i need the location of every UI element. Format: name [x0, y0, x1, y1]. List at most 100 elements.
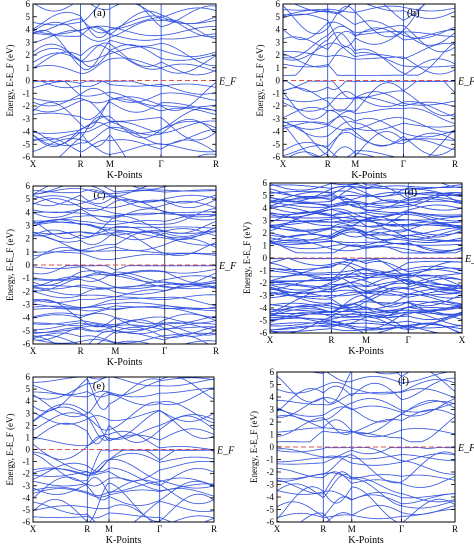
- band-line: [270, 324, 462, 333]
- y-tick-label: -1: [23, 273, 31, 283]
- y-tick-label: 1: [26, 247, 31, 257]
- fermi-label: E_F: [464, 254, 474, 265]
- x-tick-label: M: [348, 524, 356, 534]
- y-tick-label: 6: [270, 367, 275, 377]
- band-line: [33, 249, 216, 257]
- bands-group: [277, 372, 455, 522]
- band-line: [33, 126, 216, 146]
- band-line: [270, 183, 363, 191]
- y-tick-label: -1: [260, 266, 268, 276]
- x-tick-label: M: [111, 346, 119, 356]
- y-tick-label: 1: [263, 241, 268, 251]
- y-tick-label: 4: [26, 25, 31, 35]
- x-axis-label: K-Points: [348, 535, 384, 545]
- x-tick-label: X: [267, 335, 274, 345]
- y-tick-label: 3: [276, 37, 281, 47]
- panel-label: (e): [93, 380, 106, 392]
- band-line: [277, 409, 455, 437]
- y-tick-label: 5: [26, 384, 31, 394]
- x-tick-label: X: [30, 346, 37, 356]
- y-tick-label: 2: [26, 420, 31, 430]
- x-tick-label: Γ: [406, 335, 411, 345]
- y-tick-label: 5: [26, 12, 31, 22]
- y-tick-label: -5: [273, 139, 281, 149]
- x-tick-label: Γ: [401, 159, 406, 169]
- y-axis-label: Energy, E-E_F (eV): [5, 45, 15, 117]
- y-axis-label: Energy, E-E_F (eV): [242, 222, 252, 294]
- x-tick-label: R: [325, 159, 331, 169]
- y-tick-label: 5: [263, 191, 268, 201]
- band-line: [33, 207, 216, 216]
- y-tick-label: -4: [260, 303, 268, 313]
- fermi-label: E_F: [218, 261, 237, 272]
- band-line: [33, 387, 214, 398]
- y-tick-label: -4: [23, 493, 31, 503]
- y-tick-label: 0: [270, 442, 275, 452]
- y-tick-label: -6: [267, 517, 275, 527]
- y-tick-label: -3: [23, 114, 31, 124]
- y-tick-label: -3: [267, 480, 275, 490]
- y-tick-label: 6: [276, 0, 281, 9]
- x-tick-label: X: [30, 524, 37, 534]
- x-tick-label: Γ: [157, 524, 162, 534]
- band-line: [33, 500, 214, 522]
- y-tick-label: -2: [267, 467, 275, 477]
- fermi-label: E_F: [457, 443, 474, 454]
- y-tick-label: 6: [263, 178, 268, 188]
- band-line: [277, 447, 455, 475]
- y-tick-label: 4: [276, 25, 281, 35]
- band-line: [33, 4, 216, 28]
- band-line: [33, 120, 216, 141]
- y-tick-label: -1: [267, 455, 275, 465]
- y-tick-label: 3: [270, 405, 275, 415]
- y-tick-label: 6: [26, 0, 31, 9]
- band-line: [33, 294, 216, 303]
- panel-label: (c): [93, 189, 106, 201]
- y-tick-label: 3: [26, 37, 31, 47]
- x-axis-label: K-Points: [107, 170, 143, 181]
- y-tick-label: -6: [23, 517, 31, 527]
- x-tick-label: M: [106, 159, 114, 169]
- band-line: [283, 13, 455, 47]
- x-tick-label: R: [320, 524, 326, 534]
- x-tick-label: R: [78, 159, 84, 169]
- bands-group: [33, 377, 214, 522]
- x-tick-label: R: [211, 524, 217, 534]
- x-tick-label: M: [105, 524, 113, 534]
- x-tick-label: Γ: [399, 524, 404, 534]
- x-tick-label: R: [213, 159, 219, 169]
- y-tick-label: 1: [270, 430, 275, 440]
- y-tick-label: 0: [26, 445, 31, 455]
- x-tick-label: M: [362, 335, 370, 345]
- x-tick-label: X: [30, 159, 37, 169]
- y-tick-label: -1: [23, 457, 31, 467]
- x-tick-label: Γ: [162, 346, 167, 356]
- y-tick-label: -3: [260, 291, 268, 301]
- band-line: [277, 372, 455, 404]
- y-tick-label: -3: [23, 481, 31, 491]
- y-tick-label: 2: [276, 50, 281, 60]
- y-tick-label: -6: [273, 152, 281, 162]
- x-tick-label: R: [78, 346, 84, 356]
- y-tick-label: 1: [26, 432, 31, 442]
- y-tick-label: -2: [23, 286, 31, 296]
- band-line: [33, 387, 214, 418]
- y-axis-label: Energy, E-E_F (eV): [5, 414, 15, 486]
- fermi-label: E_F: [216, 446, 235, 457]
- band-line: [33, 512, 214, 522]
- band-line: [277, 474, 455, 503]
- y-tick-label: 1: [276, 63, 281, 73]
- y-tick-label: -4: [23, 127, 31, 137]
- band-line: [33, 219, 216, 241]
- x-tick-label: X: [459, 335, 466, 345]
- band-line: [33, 42, 216, 76]
- y-tick-label: -5: [260, 316, 268, 326]
- band-line: [288, 146, 376, 157]
- y-tick-label: 3: [26, 221, 31, 231]
- y-axis-label: Energy, E-E_F (eV): [249, 411, 259, 483]
- y-tick-label: 4: [270, 392, 275, 402]
- band-line: [283, 4, 426, 21]
- band-line: [33, 403, 214, 442]
- band-line: [33, 504, 214, 522]
